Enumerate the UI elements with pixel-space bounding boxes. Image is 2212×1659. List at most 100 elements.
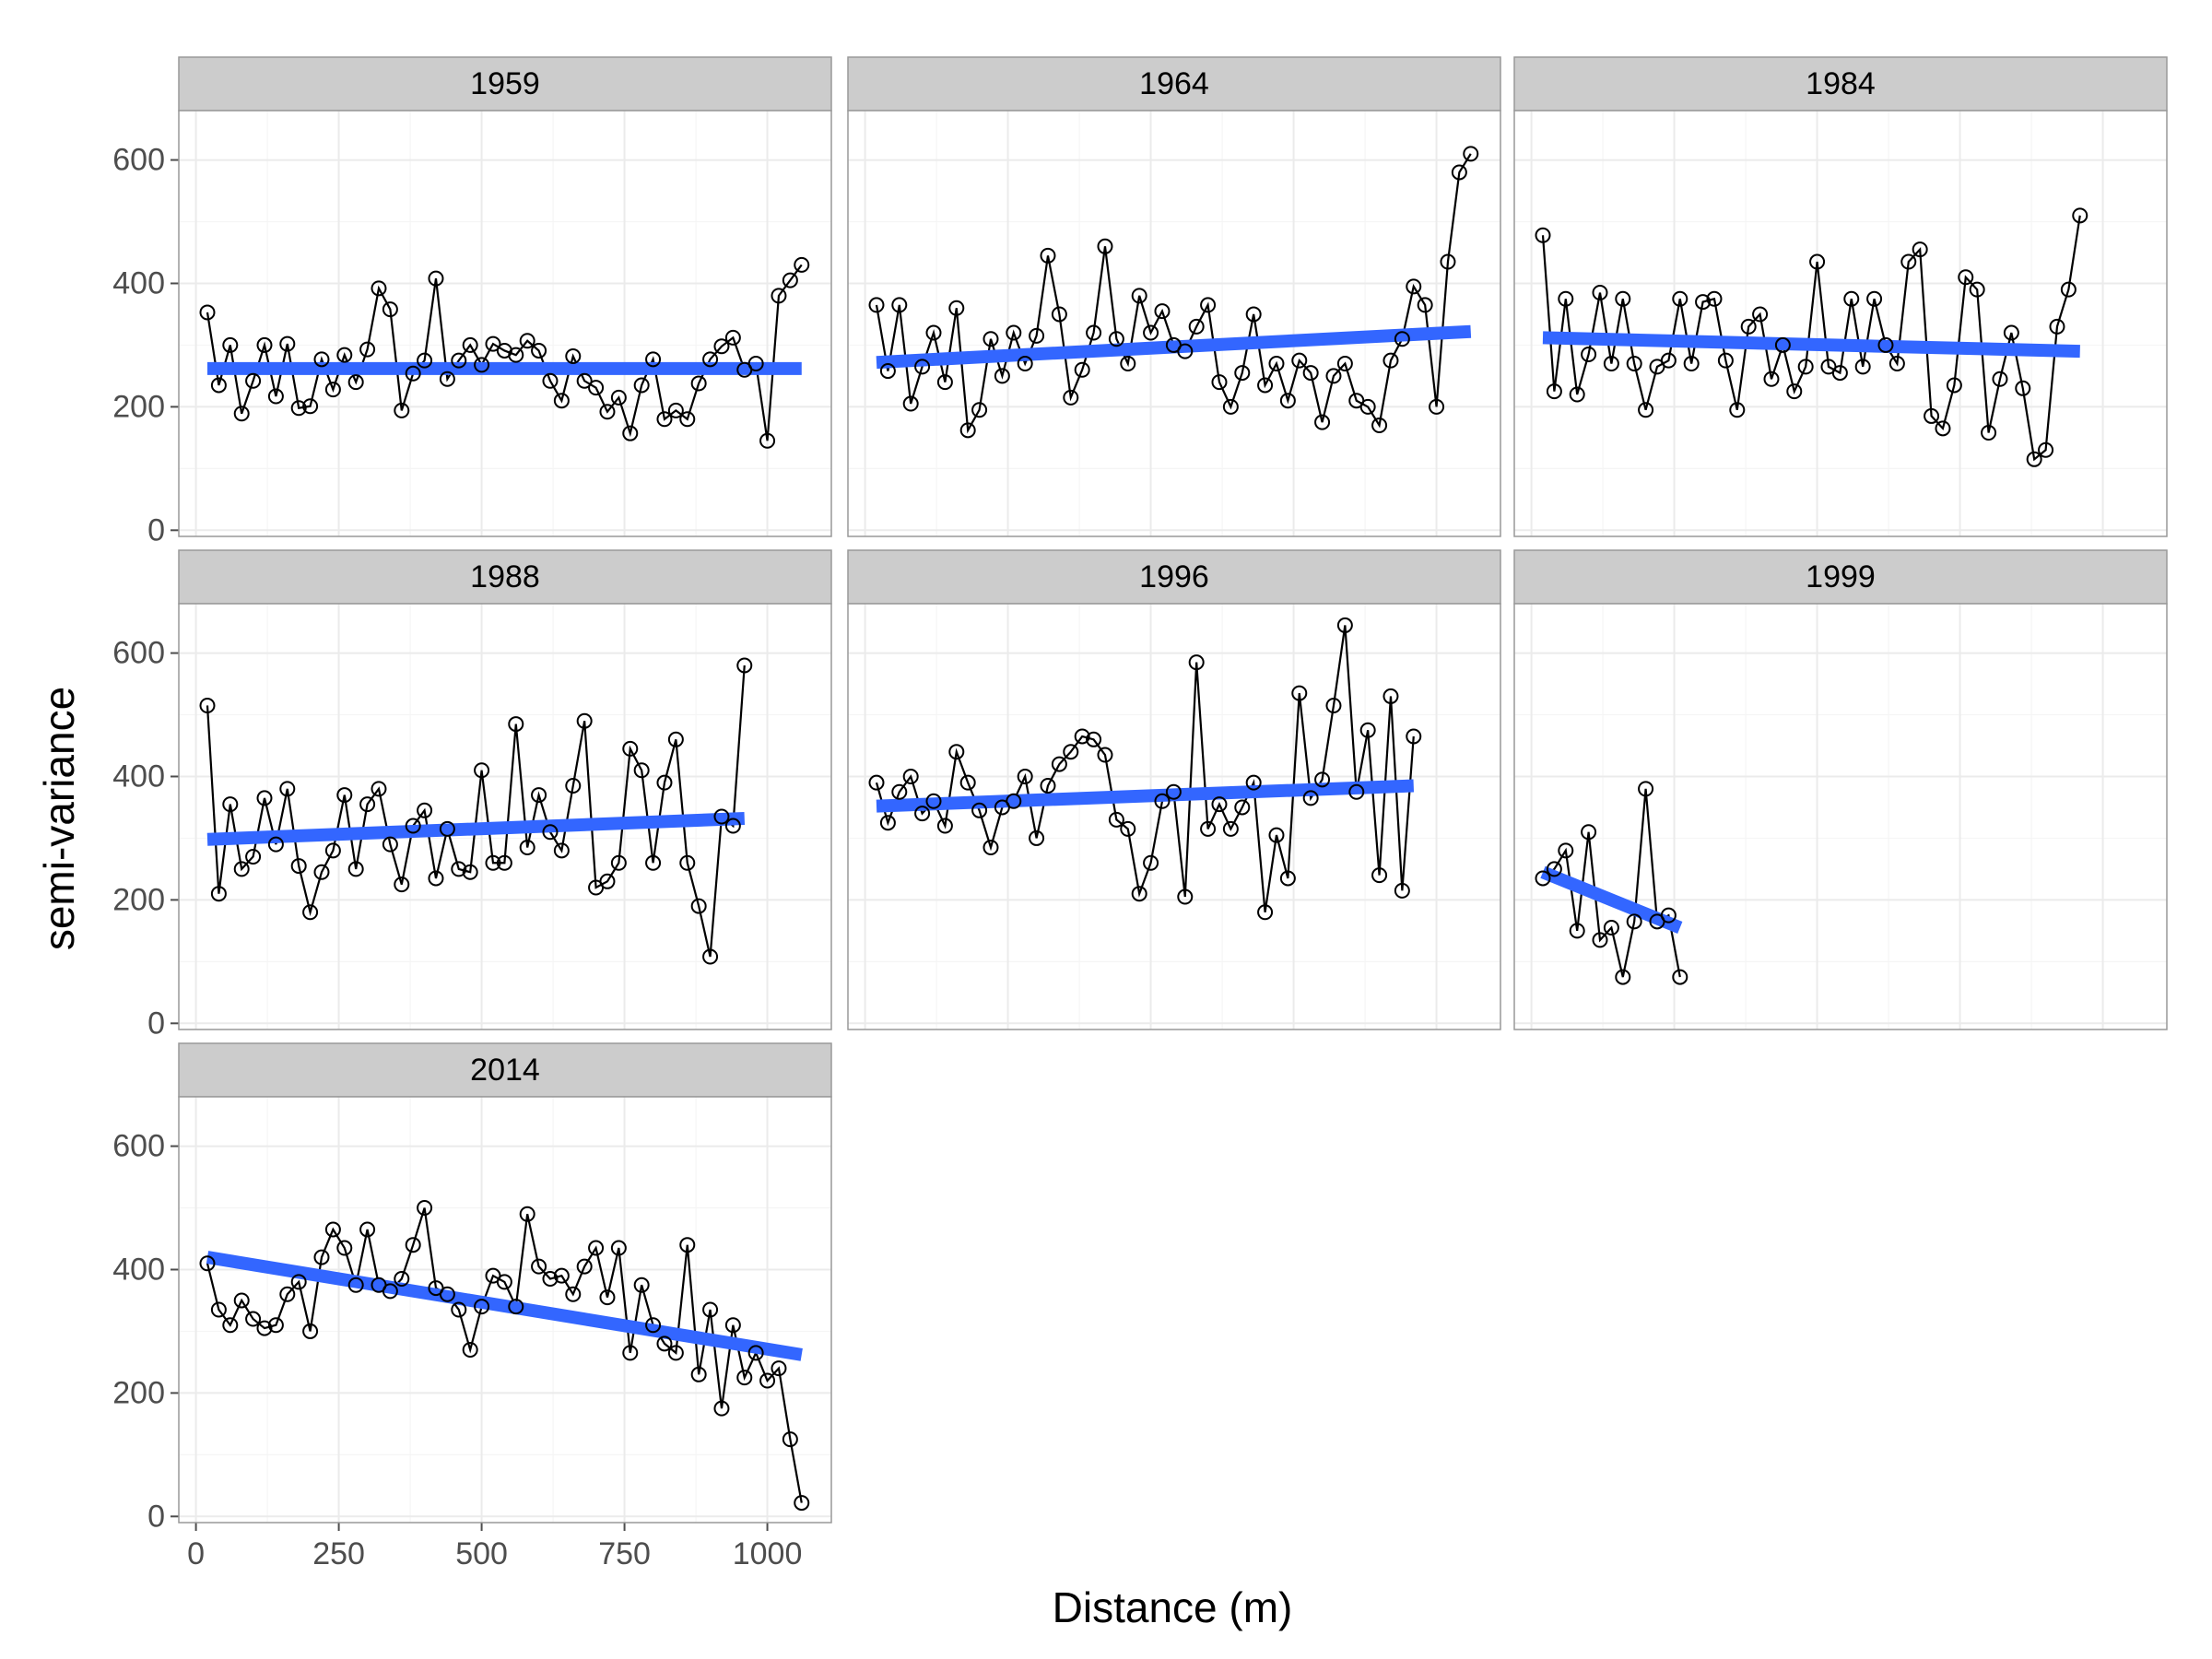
data-point bbox=[542, 824, 559, 841]
panel-border bbox=[178, 603, 832, 1030]
data-point bbox=[633, 377, 650, 394]
data-point bbox=[267, 836, 284, 853]
data-point bbox=[531, 1258, 547, 1275]
data-point bbox=[553, 842, 570, 859]
x-tick-label: 250 bbox=[312, 1536, 365, 1571]
data-point bbox=[347, 374, 364, 391]
panel bbox=[848, 111, 1500, 536]
data-point bbox=[565, 347, 582, 364]
data-point bbox=[948, 300, 965, 316]
data-point bbox=[485, 335, 501, 352]
data-point bbox=[542, 1271, 559, 1288]
data-point bbox=[1257, 904, 1274, 921]
data-point bbox=[1302, 365, 1319, 382]
data-point bbox=[553, 1267, 570, 1284]
data-point bbox=[690, 1366, 707, 1382]
data-point bbox=[1029, 327, 1045, 344]
facet-label: 2014 bbox=[470, 1053, 540, 1088]
data-point bbox=[2038, 441, 2054, 458]
data-point bbox=[1074, 728, 1090, 745]
data-point bbox=[1774, 336, 1791, 353]
data-point bbox=[199, 697, 216, 713]
data-point bbox=[1074, 361, 1090, 378]
data-point bbox=[656, 411, 673, 428]
data-point bbox=[1268, 356, 1285, 372]
data-point bbox=[531, 342, 547, 359]
data-point bbox=[747, 1345, 764, 1361]
data-point bbox=[1234, 365, 1251, 382]
data-point bbox=[925, 324, 942, 341]
x-tick-label: 750 bbox=[598, 1536, 651, 1571]
data-point bbox=[747, 356, 764, 372]
x-tick-label: 0 bbox=[187, 1536, 205, 1571]
data-point bbox=[1729, 402, 1746, 418]
data-point bbox=[1451, 164, 1467, 181]
data-point bbox=[645, 351, 662, 368]
data-point bbox=[382, 1283, 398, 1300]
y-tick-label: 0 bbox=[147, 1006, 165, 1041]
data-point bbox=[610, 1240, 627, 1256]
data-point bbox=[324, 1221, 341, 1238]
y-axis-title: semi-variance bbox=[35, 687, 83, 950]
data-point bbox=[1809, 253, 1826, 270]
data-point bbox=[724, 329, 741, 346]
data-point bbox=[656, 1335, 673, 1352]
data-point bbox=[1592, 932, 1608, 948]
data-point bbox=[1717, 352, 1734, 369]
data-point bbox=[1958, 269, 1974, 286]
panel bbox=[179, 111, 831, 536]
data-point bbox=[1268, 827, 1285, 843]
data-point bbox=[1222, 398, 1239, 415]
data-point bbox=[1063, 389, 1079, 406]
data-point bbox=[1592, 285, 1608, 301]
data-point bbox=[210, 886, 227, 902]
data-point bbox=[1051, 756, 1067, 772]
data-point bbox=[508, 1299, 524, 1315]
data-point bbox=[1394, 882, 1410, 899]
data-point bbox=[1314, 771, 1331, 788]
data-line bbox=[1541, 215, 2081, 462]
facet-strip bbox=[847, 56, 1501, 112]
data-point bbox=[667, 402, 684, 418]
data-line bbox=[206, 1207, 803, 1503]
data-point bbox=[1558, 842, 1574, 859]
data-point bbox=[1051, 306, 1067, 323]
data-point bbox=[1211, 374, 1228, 391]
facet-label: 1964 bbox=[1139, 66, 1209, 101]
data-point bbox=[1234, 799, 1251, 816]
data-point bbox=[439, 371, 455, 387]
panel bbox=[1514, 111, 2167, 536]
data-point bbox=[771, 288, 787, 304]
panel-border bbox=[847, 603, 1501, 1030]
panel-border bbox=[178, 1096, 832, 1524]
panel-border bbox=[847, 110, 1501, 537]
data-point bbox=[576, 372, 593, 389]
facet-label: 1996 bbox=[1139, 559, 1209, 594]
data-point bbox=[267, 388, 284, 405]
data-point bbox=[1371, 867, 1388, 884]
data-point bbox=[1626, 913, 1642, 930]
data-point bbox=[233, 1292, 250, 1309]
data-point bbox=[439, 820, 455, 837]
data-point bbox=[1683, 356, 1700, 372]
data-point bbox=[1535, 227, 1551, 243]
data-point bbox=[1143, 324, 1159, 341]
data-point bbox=[347, 861, 364, 877]
data-point bbox=[485, 854, 501, 871]
data-point bbox=[588, 380, 605, 396]
data-point bbox=[290, 1274, 307, 1290]
data-point bbox=[622, 740, 639, 757]
data-point bbox=[1406, 728, 1422, 745]
data-point bbox=[1888, 356, 1905, 372]
data-point bbox=[256, 790, 273, 806]
trend-line bbox=[876, 324, 1472, 370]
y-tick-label: 0 bbox=[147, 1499, 165, 1534]
data-point bbox=[1165, 783, 1182, 800]
data-point bbox=[1406, 278, 1422, 295]
data-point bbox=[914, 359, 931, 375]
data-point bbox=[1866, 290, 1883, 307]
data-point bbox=[336, 1240, 353, 1256]
data-point bbox=[519, 333, 535, 349]
data-point bbox=[542, 372, 559, 389]
